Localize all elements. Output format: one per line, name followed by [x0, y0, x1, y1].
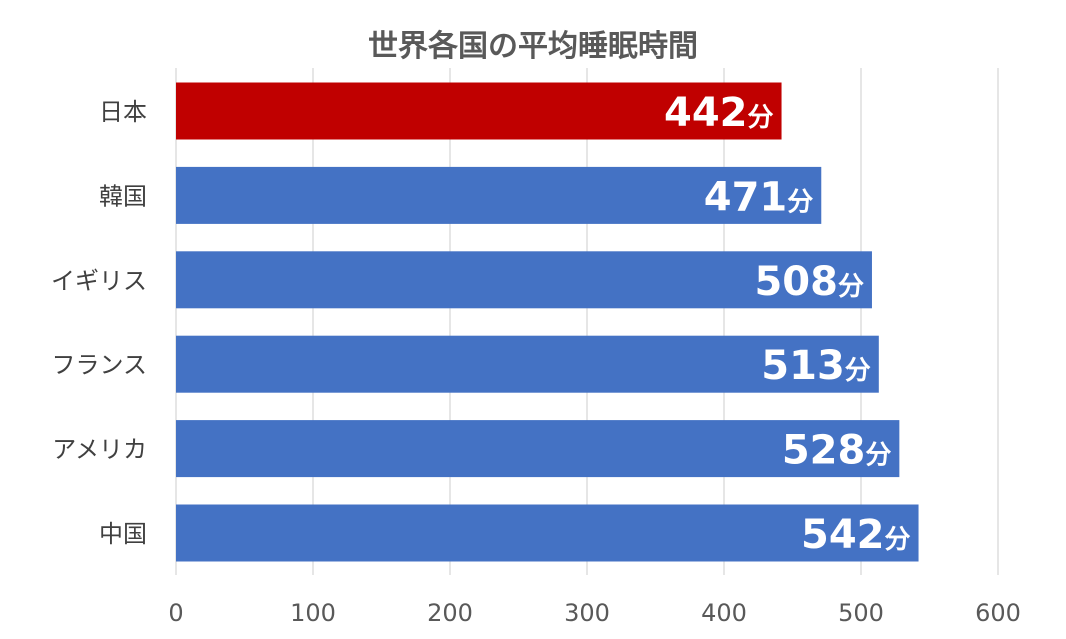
- x-axis-tick-labels: 0 100 200 300 400 500 600: [168, 599, 1021, 627]
- bar-5: [176, 504, 919, 562]
- category-label-3: フランス: [51, 351, 147, 379]
- category-label-5: 中国: [99, 520, 147, 548]
- bar-0: [176, 82, 782, 140]
- x-tick-label-600: 600: [975, 599, 1021, 627]
- value-label-1: 471分: [704, 174, 814, 220]
- value-label-4: 528分: [782, 428, 892, 474]
- value-label-3: 513分: [761, 343, 871, 389]
- category-label-2: イギリス: [51, 267, 147, 295]
- x-tick-label-100: 100: [290, 599, 336, 627]
- bar-3: [176, 335, 879, 393]
- x-tick-label-200: 200: [427, 599, 473, 627]
- x-tick-label-300: 300: [564, 599, 610, 627]
- value-label-2: 508分: [754, 259, 864, 305]
- chart-title: 世界各国の平均睡眠時間: [368, 29, 698, 64]
- bar-1: [176, 166, 822, 224]
- category-label-4: アメリカ: [52, 436, 147, 464]
- x-tick-label-0: 0: [168, 599, 183, 627]
- category-label-1: 韓国: [99, 182, 147, 210]
- x-tick-label-400: 400: [701, 599, 747, 627]
- bar-4: [176, 420, 900, 478]
- value-label-0: 442分: [664, 90, 774, 136]
- x-tick-label-500: 500: [838, 599, 884, 627]
- bars: 442分 471分 508分 513分 528分 542分: [176, 82, 919, 562]
- bar-2: [176, 251, 872, 309]
- category-label-0: 日本: [99, 98, 147, 126]
- value-label-5: 542分: [801, 512, 911, 558]
- grid-lines: [175, 68, 999, 575]
